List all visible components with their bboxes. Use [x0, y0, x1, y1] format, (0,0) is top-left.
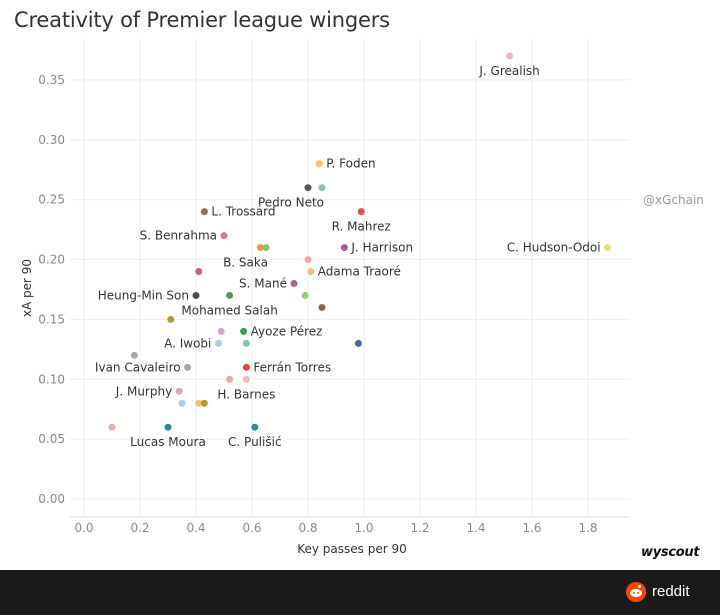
point-label: Adama Traoré	[318, 265, 401, 279]
data-point	[178, 399, 186, 407]
x-tick-label: 1.8	[578, 521, 597, 535]
point-label: J. Harrison	[350, 241, 413, 255]
data-point	[290, 279, 298, 287]
data-point	[604, 244, 612, 252]
y-tick-label: 0.30	[38, 133, 65, 147]
wyscout-logo: wyscout	[641, 545, 700, 560]
data-point	[108, 423, 116, 431]
point-label: C. Pulišić	[228, 435, 282, 449]
data-point	[315, 160, 323, 168]
data-point	[304, 184, 312, 192]
data-point	[262, 244, 270, 252]
data-points	[108, 52, 612, 431]
data-point	[340, 244, 348, 252]
point-label: J. Grealish	[478, 64, 539, 78]
point-label: Ferrán Torres	[253, 360, 331, 374]
data-point	[242, 339, 250, 347]
data-point	[301, 291, 309, 299]
y-tick-label: 0.10	[38, 372, 65, 386]
y-tick-label: 0.35	[38, 73, 65, 87]
data-point	[242, 375, 250, 383]
point-label: P. Foden	[326, 157, 375, 171]
data-point	[200, 208, 208, 216]
point-label: Mohamed Salah	[181, 303, 277, 317]
point-label: R. Mahrez	[332, 220, 391, 234]
data-point	[240, 327, 248, 335]
data-point	[184, 363, 192, 371]
chart-title: Creativity of Premier league wingers	[14, 8, 390, 32]
data-point	[256, 244, 264, 252]
point-label: H. Barnes	[217, 387, 275, 401]
point-label: Ivan Cavaleiro	[95, 360, 181, 374]
x-tick-label: 1.0	[354, 521, 373, 535]
data-point	[307, 268, 315, 276]
point-label: A. Iwobi	[164, 336, 211, 350]
data-point	[251, 423, 259, 431]
data-point	[220, 232, 228, 240]
reddit-footer-bar	[0, 570, 720, 615]
y-tick-label: 0.15	[38, 312, 65, 326]
x-tick-label: 0.0	[74, 521, 93, 535]
y-tick-label: 0.00	[38, 492, 65, 506]
data-point	[175, 387, 183, 395]
x-tick-label: 1.6	[522, 521, 541, 535]
data-point	[192, 291, 200, 299]
data-point	[217, 327, 225, 335]
watermark-handle: @xGchain	[643, 193, 704, 207]
point-label: Lucas Moura	[130, 435, 206, 449]
data-point	[318, 303, 326, 311]
data-point	[214, 339, 222, 347]
point-label: J. Murphy	[115, 384, 172, 398]
y-tick-label: 0.05	[38, 432, 65, 446]
point-label: C. Hudson-Odoi	[507, 241, 601, 255]
x-axis-ticks: 0.0 0.2 0.4 0.6 0.8 1.0 1.2 1.4 1.6 1.8	[74, 521, 597, 535]
y-axis-label: xA per 90	[20, 259, 34, 317]
data-point	[226, 375, 234, 383]
data-point	[167, 315, 175, 323]
point-label: Pedro Neto	[258, 196, 324, 210]
data-point	[195, 399, 203, 407]
data-point	[200, 399, 208, 407]
data-point	[226, 291, 234, 299]
data-point	[357, 208, 365, 216]
data-point	[195, 268, 203, 276]
data-point	[506, 52, 514, 60]
x-tick-label: 1.2	[410, 521, 429, 535]
scatter-chart: 0.0 0.2 0.4 0.6 0.8 1.0 1.2 1.4 1.6 1.8 0.000.050…	[20, 38, 630, 556]
point-label: S. Benrahma	[140, 229, 217, 243]
data-point	[354, 339, 362, 347]
x-tick-label: 0.4	[186, 521, 205, 535]
data-point	[130, 351, 138, 359]
point-label: L. Trossard	[211, 205, 275, 219]
data-point	[242, 363, 250, 371]
point-label: Ayoze Pérez	[251, 324, 323, 338]
x-axis-label: Key passes per 90	[297, 542, 407, 556]
point-label: Heung-Min Son	[98, 288, 189, 302]
y-tick-label: 0.20	[38, 253, 65, 267]
data-point	[318, 184, 326, 192]
data-point	[304, 256, 312, 264]
point-label: S. Mané	[239, 276, 287, 290]
y-axis-ticks: 0.00 0.05 0.10 0.15 0.20 0.25 0.30 0.35	[38, 73, 65, 506]
x-tick-label: 1.4	[466, 521, 485, 535]
x-tick-label: 0.6	[242, 521, 261, 535]
reddit-icon	[626, 582, 646, 602]
data-point	[164, 423, 172, 431]
point-label: B. Saka	[223, 256, 268, 270]
reddit-wordmark: reddit	[652, 583, 690, 600]
x-tick-label: 0.2	[130, 521, 149, 535]
grid	[70, 38, 630, 518]
x-tick-label: 0.8	[298, 521, 317, 535]
y-tick-label: 0.25	[38, 193, 65, 207]
